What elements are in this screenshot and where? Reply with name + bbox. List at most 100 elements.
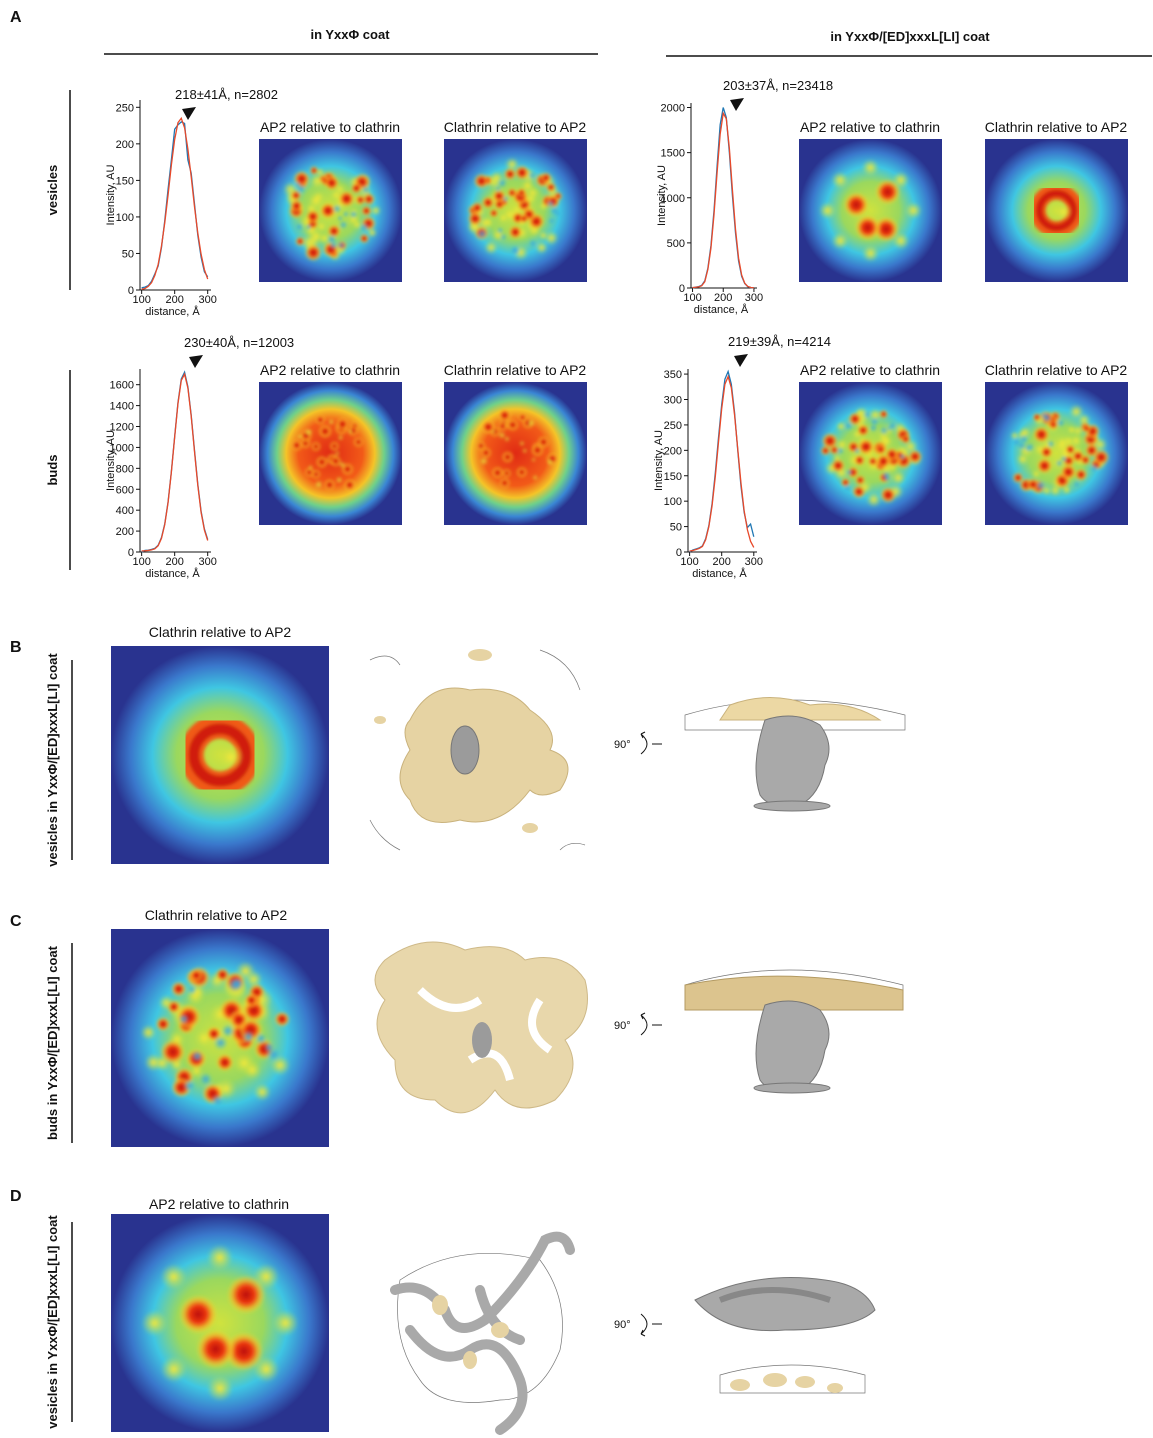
render-top-view <box>370 649 585 850</box>
heatmap-blob <box>855 475 865 485</box>
heatmap-blob <box>243 1061 262 1080</box>
heatmap-blob <box>355 195 365 205</box>
heatmap-blob <box>497 227 504 234</box>
heatmap-blob <box>507 188 517 198</box>
column-header: in YxxΦ/[ED]xxxL[LI] coat <box>830 29 990 44</box>
heatmap-blob <box>295 237 305 247</box>
x-axis-label: distance, Å <box>692 567 747 580</box>
annotation-arrow <box>730 98 744 111</box>
y-tick-label: 150 <box>664 471 682 483</box>
heatmap-blob <box>336 477 343 484</box>
render-side-view <box>685 970 903 1093</box>
heatmap-blob <box>1057 419 1065 427</box>
heatmap-blob <box>244 993 258 1007</box>
heatmap-blob <box>311 442 321 452</box>
heatmap-blob <box>555 210 562 217</box>
heatmap-blob <box>297 434 303 440</box>
x-tick-label: 100 <box>683 292 701 304</box>
heatmap-blob <box>522 448 527 453</box>
y-tick-label: 2000 <box>661 103 685 115</box>
heatmap-blob <box>892 232 909 249</box>
heatmap-blob <box>837 447 844 454</box>
annotation: 219±39Å, n=4214 <box>728 334 831 349</box>
heatmap-blob <box>216 1054 234 1072</box>
map-title: AP2 relative to clathrin <box>800 362 940 378</box>
row-label: buds <box>45 454 60 485</box>
heatmap-blob <box>1082 424 1091 433</box>
heatmap-blob <box>179 1295 218 1334</box>
y-tick-label: 100 <box>664 496 682 508</box>
heatmap-blob <box>213 1035 228 1050</box>
heatmap-blob <box>491 467 503 479</box>
heatmap-blob <box>184 1080 196 1092</box>
heatmap-blob <box>253 1264 279 1290</box>
heatmap-blob <box>546 182 556 192</box>
heatmap-blob <box>517 188 526 197</box>
heatmap-blob <box>315 415 325 425</box>
annotation-arrow <box>189 355 203 368</box>
heatmap-blob <box>361 185 370 194</box>
heatmap-blob <box>179 1014 189 1024</box>
render-side-view <box>695 1278 875 1394</box>
series-line <box>690 372 754 552</box>
heatmap-blob <box>503 196 509 202</box>
series-line <box>142 122 208 288</box>
x-tick-label: 200 <box>165 556 183 568</box>
render-top-view <box>375 942 588 1113</box>
heatmap <box>259 382 402 525</box>
heatmap-blob <box>519 214 528 223</box>
heatmap-blob <box>142 1310 168 1336</box>
heatmap-blob <box>1033 413 1042 422</box>
heatmap-blob <box>338 435 344 441</box>
y-tick-label: 200 <box>116 139 134 151</box>
annotation: 203±37Å, n=23418 <box>723 78 833 93</box>
y-axis-label: Intensity, AU <box>105 164 117 225</box>
heatmap-blob <box>310 166 319 175</box>
heatmap-blob <box>211 1095 224 1108</box>
heatmap-blob <box>160 1039 185 1064</box>
heatmap-blob <box>854 448 860 454</box>
y-tick-label: 100 <box>116 212 134 224</box>
map-title: AP2 relative to clathrin <box>149 1196 289 1212</box>
heatmap-blob <box>1067 425 1076 434</box>
heatmap-blob <box>359 234 369 244</box>
x-tick-label: 300 <box>745 556 763 568</box>
heatmap-blob <box>905 202 922 219</box>
heatmap-blob <box>862 159 879 176</box>
heatmap-blob <box>324 175 339 190</box>
y-tick-label: 350 <box>664 369 682 381</box>
x-tick-label: 300 <box>745 292 763 304</box>
heatmap-blob <box>305 244 322 261</box>
heatmap-blob <box>1093 449 1109 465</box>
heatmap-blob <box>474 174 489 189</box>
y-axis-label: Intensity, AU <box>653 430 665 491</box>
x-axis-label: distance, Å <box>145 305 200 318</box>
heatmap-blob <box>196 1330 235 1369</box>
heatmap-blob <box>232 978 243 989</box>
heatmap-blob <box>161 1356 187 1382</box>
rotation-label: 90° <box>614 1020 631 1032</box>
series-line <box>142 372 208 552</box>
heatmap-blob <box>361 206 372 217</box>
heatmap-blob <box>515 165 530 180</box>
annotation: 230±40Å, n=12003 <box>184 335 294 350</box>
heatmap-blob <box>1036 481 1046 491</box>
heatmap-blob <box>843 192 869 218</box>
panel-label: B <box>10 639 22 656</box>
heatmap-blob <box>311 470 320 479</box>
heatmap-disk <box>259 382 402 525</box>
line-chart: 050100150200250100200300Intensity, AUdis… <box>105 87 278 318</box>
x-tick-label: 200 <box>713 556 731 568</box>
heatmap-blob <box>844 421 853 430</box>
panel-label: C <box>10 913 22 930</box>
heatmap-blob <box>1025 446 1031 452</box>
heatmap <box>259 139 402 282</box>
heatmap-blob <box>336 417 349 430</box>
annotation: 218±41Å, n=2802 <box>175 87 278 102</box>
series-line <box>142 374 208 551</box>
heatmap-blob <box>832 232 849 249</box>
heatmap-blobs <box>192 727 249 784</box>
heatmap-blob <box>879 410 888 419</box>
heatmap-blob <box>253 1083 270 1100</box>
heatmap-blob <box>857 424 869 436</box>
